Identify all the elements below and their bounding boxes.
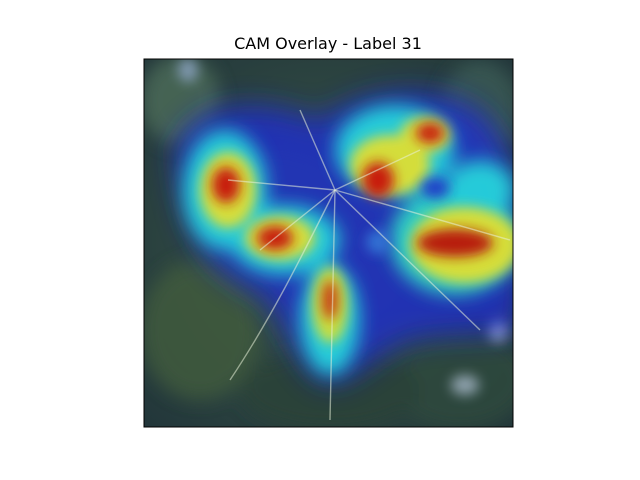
cam-heat-cold-spots xyxy=(366,178,449,254)
leaf-veins xyxy=(227,109,511,421)
chart-title: CAM Overlay - Label 31 xyxy=(234,34,422,53)
cam-heat-red xyxy=(212,123,493,320)
cam-image xyxy=(144,59,513,427)
plot-frame xyxy=(143,58,514,428)
